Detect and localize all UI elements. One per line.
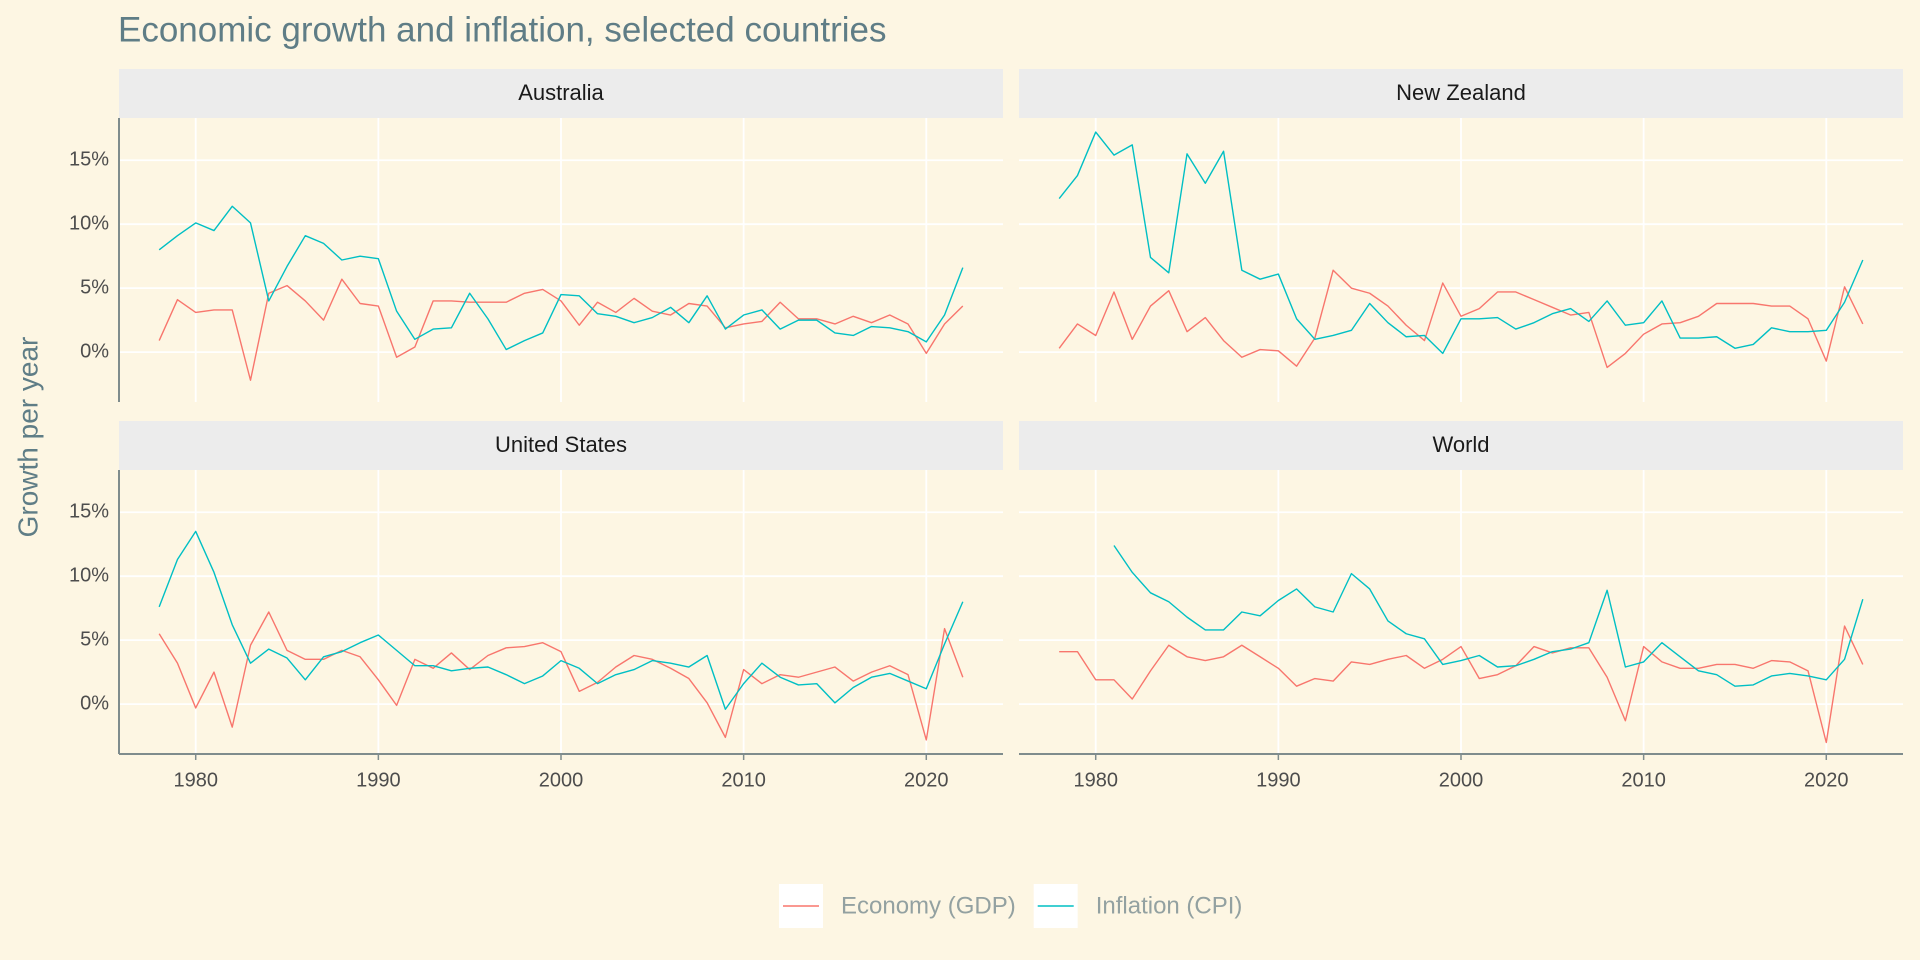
x-tick-label: 2020 [904,769,949,791]
y-tick-label: 15% [69,148,109,170]
strip-title: New Zealand [1396,80,1526,105]
panel: World 1980 1990 2000 2010 2020 [1019,421,1903,791]
series-line [1058,269,1864,369]
y-tick-label: 10% [69,212,109,234]
series-line [158,205,964,351]
strip [119,69,1003,118]
y-tick-label: 10% [69,564,109,586]
x-tick-label: 2020 [1804,769,1849,791]
series-line [1058,131,1864,355]
legend-label: Economy (GDP) [841,892,1016,919]
legend: Economy (GDP) Inflation (CPI) [779,884,1242,928]
x-tick-label: 1990 [356,769,401,791]
series-line [1113,545,1864,687]
y-tick-label: 0% [80,340,109,362]
y-tick-label: 15% [69,500,109,522]
x-tick-label: 1990 [1256,769,1301,791]
legend-label: Inflation (CPI) [1096,892,1243,919]
series-line [158,530,964,710]
series-line [158,278,964,381]
x-tick-label: 2010 [721,769,766,791]
y-tick-label: 5% [80,276,109,298]
panel: United States 0% 5% 10% 15% 1980 1990 2000 2010 2… [69,421,1003,791]
strip-title: United States [495,432,627,457]
strip-title: Australia [518,80,604,105]
y-tick-label: 5% [80,628,109,650]
strip [1019,69,1903,118]
chart-title: Economic growth and inflation, selected … [118,10,886,49]
x-tick-label: 2010 [1621,769,1666,791]
y-axis-label: Growth per year [12,337,43,538]
series-line [158,611,964,741]
y-tick-label: 0% [80,692,109,714]
x-tick-label: 2000 [539,769,584,791]
panel: Australia 0% 5% 10% 15% [69,69,1003,402]
x-tick-label: 2000 [1439,769,1484,791]
x-tick-label: 1980 [1073,769,1118,791]
series-line [1059,625,1864,744]
strip [119,421,1003,470]
panel: New Zealand [1019,69,1903,402]
x-tick-label: 1980 [173,769,218,791]
strip [1019,421,1903,470]
strip-title: World [1432,432,1489,457]
